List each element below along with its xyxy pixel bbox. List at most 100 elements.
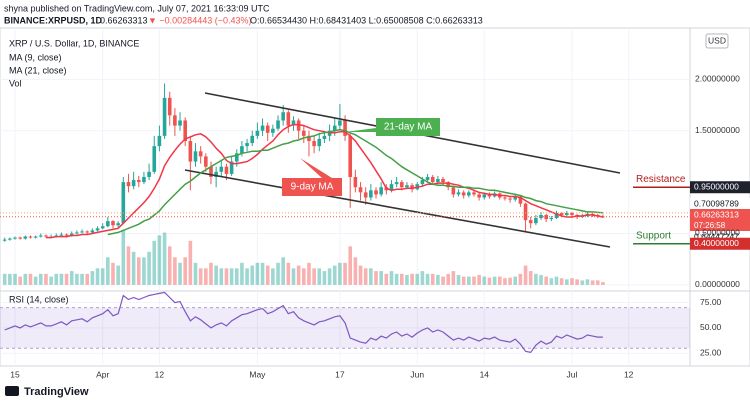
candle-body bbox=[410, 185, 414, 190]
volume-bar bbox=[348, 246, 353, 285]
volume-bar bbox=[54, 273, 59, 285]
volume-bar bbox=[173, 257, 177, 285]
y-tick-label: 2.00000000 bbox=[695, 74, 740, 84]
volume-bar bbox=[38, 273, 43, 285]
annotation: 9-day MA bbox=[291, 182, 334, 193]
candle-body bbox=[281, 112, 285, 121]
candle-body bbox=[85, 231, 90, 233]
volume-bar bbox=[420, 271, 425, 285]
volume-bar bbox=[312, 268, 316, 285]
volume-bar bbox=[585, 279, 590, 285]
rsi-line bbox=[4, 291, 603, 353]
volume-bar bbox=[590, 280, 595, 285]
volume-bar bbox=[157, 235, 162, 285]
volume-bar bbox=[358, 265, 363, 285]
candle-body bbox=[178, 120, 182, 126]
volume-bar bbox=[75, 273, 79, 285]
candle-body bbox=[420, 180, 425, 185]
volume-bar bbox=[461, 276, 466, 285]
price-label: 0.70098789 bbox=[694, 198, 739, 208]
volume-bar bbox=[136, 257, 141, 285]
candles bbox=[2, 83, 605, 242]
candle-body bbox=[271, 128, 275, 133]
candle-body bbox=[503, 197, 507, 199]
volume-bar bbox=[472, 276, 476, 285]
volume-bar bbox=[570, 278, 574, 285]
volume-bar bbox=[131, 251, 136, 285]
volume-bar bbox=[152, 240, 157, 285]
countdown: 07:26:58 bbox=[694, 221, 726, 230]
volume-bar bbox=[183, 257, 187, 285]
candle-body bbox=[374, 190, 378, 195]
candle-body bbox=[358, 187, 363, 193]
volume-bar bbox=[436, 274, 440, 285]
volume-bar bbox=[265, 265, 270, 285]
candle-body bbox=[467, 192, 471, 196]
candle-body bbox=[570, 212, 574, 215]
candle-body bbox=[296, 120, 301, 131]
volume-bar bbox=[492, 276, 497, 285]
candle-body bbox=[100, 226, 105, 229]
candle-body bbox=[394, 182, 399, 185]
volume-bar bbox=[518, 273, 523, 285]
legend-ma21: MA (21, close) bbox=[9, 65, 67, 75]
volume-bar bbox=[281, 257, 285, 285]
level-value: 0.95000000 bbox=[694, 181, 739, 191]
candle-body bbox=[8, 238, 12, 240]
volume bbox=[2, 229, 605, 285]
candle-body bbox=[389, 184, 394, 191]
candle-body bbox=[162, 97, 167, 136]
candle-body bbox=[250, 135, 255, 144]
volume-bar bbox=[276, 262, 280, 285]
candle-body bbox=[38, 235, 43, 237]
volume-bar bbox=[374, 271, 378, 285]
volume-bar bbox=[410, 273, 414, 285]
volume-bar bbox=[188, 240, 193, 285]
currency-box bbox=[705, 33, 729, 49]
candle-body bbox=[2, 239, 7, 241]
volume-bar bbox=[441, 276, 445, 285]
volume-bar bbox=[44, 273, 48, 285]
candle-body bbox=[343, 120, 347, 136]
volume-bar bbox=[343, 262, 347, 285]
candle-body bbox=[80, 231, 84, 233]
candle-body bbox=[167, 97, 172, 116]
volume-bar bbox=[69, 271, 74, 285]
y-tick-label: 0.50000000 bbox=[695, 228, 740, 238]
candle-body bbox=[549, 218, 554, 220]
symbol: BINANCE:XRPUSD, 1D bbox=[4, 15, 103, 25]
candle-body bbox=[363, 192, 368, 198]
x-tick-label: 12 bbox=[155, 369, 165, 379]
volume-bar bbox=[451, 271, 456, 285]
volume-bar bbox=[332, 265, 337, 285]
volume-bar bbox=[13, 273, 17, 285]
volume-bar bbox=[33, 276, 38, 285]
volume-bar bbox=[503, 278, 507, 285]
candle-body bbox=[559, 212, 564, 215]
candle-body bbox=[126, 182, 131, 187]
x-tick-label: 15 bbox=[10, 369, 20, 379]
volume-bar bbox=[399, 273, 404, 285]
price-label: 0.64447247 bbox=[694, 231, 739, 241]
volume-bar bbox=[322, 271, 327, 285]
volume-bar bbox=[121, 229, 126, 285]
candle-body bbox=[142, 176, 146, 183]
volume-bar bbox=[167, 246, 172, 285]
volume-bar bbox=[456, 274, 461, 285]
rsi-tick-label: 50.00 bbox=[700, 322, 722, 332]
volume-bar bbox=[147, 251, 151, 285]
candle-body bbox=[95, 228, 100, 231]
candle-body bbox=[188, 141, 193, 162]
volume-bar bbox=[90, 271, 95, 285]
candle-body bbox=[565, 212, 569, 215]
volume-bar bbox=[389, 271, 394, 285]
volume-bar bbox=[575, 279, 579, 285]
volume-bar bbox=[467, 276, 471, 285]
volume-bar bbox=[85, 273, 90, 285]
candle-body bbox=[44, 235, 48, 237]
volume-bar bbox=[565, 279, 569, 285]
volume-bar bbox=[291, 268, 296, 285]
legend-ma9: MA (9, close) bbox=[9, 52, 62, 62]
candle-body bbox=[260, 125, 265, 131]
